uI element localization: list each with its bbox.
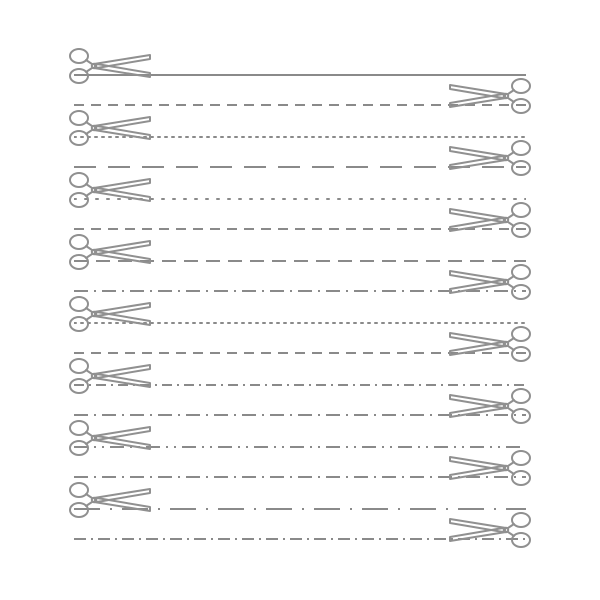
scissors-icon xyxy=(446,510,536,550)
scissor-divider-set xyxy=(0,0,600,600)
divider-row-16 xyxy=(0,512,600,548)
